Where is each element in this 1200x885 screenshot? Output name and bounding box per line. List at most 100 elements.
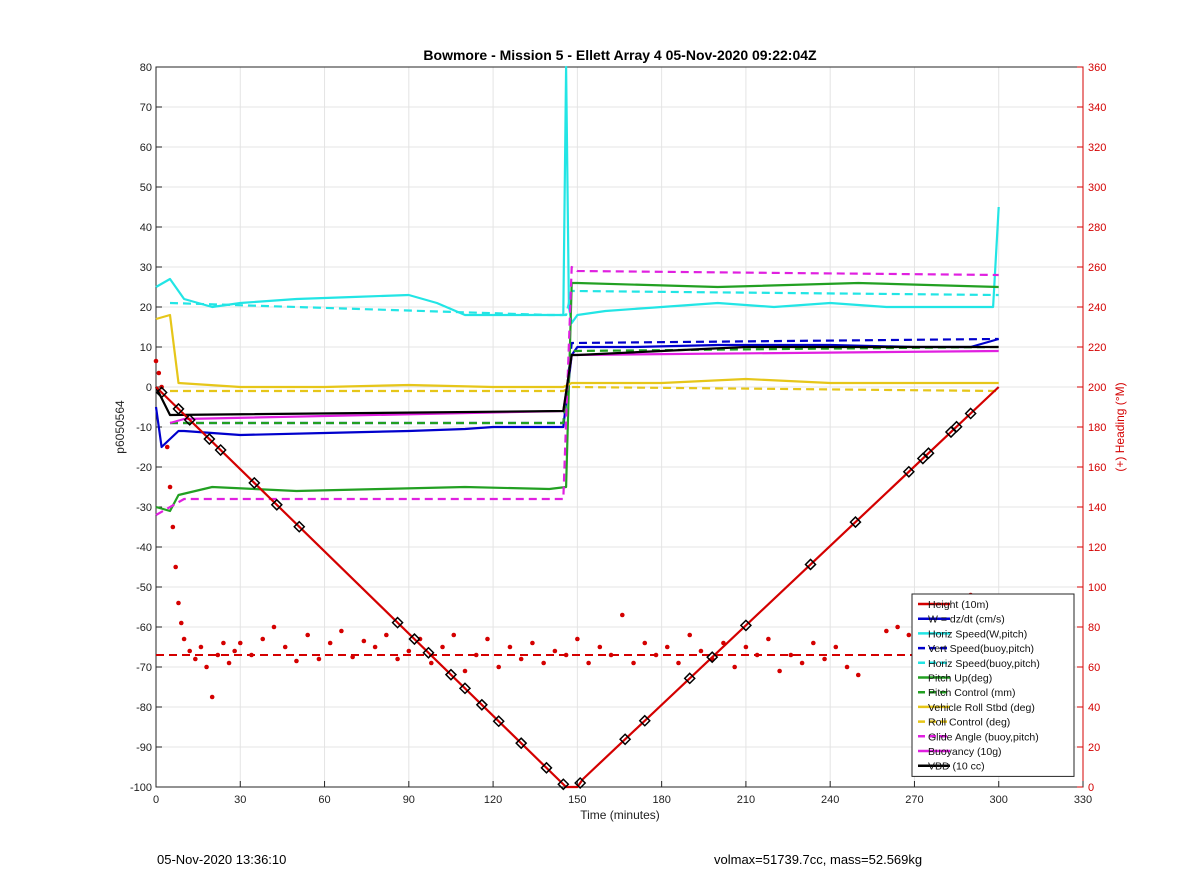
- heading-point: [575, 636, 580, 642]
- y2-tick-label: 80: [1088, 622, 1100, 634]
- y-tick-label: -10: [136, 422, 152, 434]
- heading-point: [608, 652, 614, 658]
- heading-point: [552, 648, 558, 654]
- heading-point: [811, 640, 816, 646]
- heading-point: [653, 652, 659, 658]
- y-tick-label: -40: [136, 542, 152, 554]
- heading-point: [327, 640, 333, 646]
- y-tick-label: 60: [140, 142, 152, 154]
- heading-point: [221, 640, 226, 646]
- y2-tick-label: 40: [1088, 702, 1100, 714]
- y-tick-label: -80: [136, 702, 152, 714]
- heading-point: [451, 632, 457, 638]
- series-line-5: [155, 281, 999, 513]
- heading-point: [895, 624, 900, 630]
- footer-volmax-mass: volmax=51739.7cc, mass=52.569kg: [714, 852, 923, 867]
- y-tick-label: 0: [146, 382, 152, 394]
- dive-marker: [557, 778, 570, 791]
- legend-label-7: Vehicle Roll Stbd (deg): [928, 702, 1035, 714]
- heading-point: [766, 636, 771, 642]
- heading-point: [167, 484, 173, 490]
- heading-point: [156, 370, 162, 376]
- dive-marker: [849, 516, 862, 529]
- heading-point: [232, 648, 237, 654]
- y2-tick-label: 180: [1088, 422, 1106, 434]
- heading-point: [530, 640, 535, 646]
- heading-point: [249, 652, 254, 658]
- heading-point: [743, 644, 749, 650]
- heading-point: [361, 638, 367, 644]
- heading-point: [181, 636, 187, 642]
- heading-point: [642, 640, 648, 646]
- x-tick-label: 0: [153, 794, 159, 806]
- heading-point: [687, 632, 693, 638]
- y2-tick-label: 200: [1088, 382, 1106, 394]
- dive-marker: [293, 520, 306, 533]
- legend-label-5: Pitch Up(deg): [928, 673, 992, 685]
- y2-tick-label: 220: [1088, 342, 1106, 354]
- y-tick-label: 20: [140, 302, 152, 314]
- dive-marker: [638, 714, 651, 727]
- x-tick-label: 300: [990, 794, 1008, 806]
- heading-point: [631, 660, 636, 666]
- heading-point: [833, 644, 839, 650]
- legend-label-4: Horiz Speed(buoy,pitch): [928, 658, 1040, 670]
- heading-point: [384, 632, 389, 638]
- heading-point: [153, 358, 159, 364]
- heading-point: [209, 694, 215, 700]
- y2-tick-label: 120: [1088, 542, 1106, 554]
- legend: Height (10m) W = dz/dt (cm/s) Horiz Speed(…: [911, 593, 1075, 777]
- heading-point: [372, 644, 378, 650]
- dive-marker: [183, 413, 196, 426]
- footer-timestamp: 05-Nov-2020 13:36:10: [157, 852, 287, 867]
- y2-tick-label: 160: [1088, 462, 1106, 474]
- x-tick-label: 30: [234, 794, 246, 806]
- dive-marker: [706, 651, 719, 664]
- chart-title: Bowmore - Mission 5 - Ellett Array 4 05-…: [423, 47, 817, 63]
- heading-point: [204, 664, 209, 670]
- legend-box: [911, 593, 1075, 777]
- heading-point: [237, 640, 243, 646]
- x-tick-label: 240: [821, 794, 839, 806]
- heading-point: [822, 656, 827, 662]
- heading-point: [164, 444, 170, 450]
- axes: 0 30 60 90 120 150 180 210 240 270 300 330-100-90-8…: [130, 62, 1106, 806]
- y-tick-label: 80: [140, 62, 152, 74]
- dive-marker: [922, 447, 935, 460]
- heading-point: [406, 648, 412, 654]
- heading-point: [187, 648, 193, 654]
- heading-point: [507, 644, 513, 650]
- dive-marker: [422, 646, 435, 659]
- y-tick-label: -50: [136, 582, 152, 594]
- y-tick-label: -20: [136, 462, 152, 474]
- heading-point: [173, 564, 178, 570]
- dive-marker: [203, 432, 216, 446]
- heading-point: [620, 612, 625, 618]
- y-tick-label: -90: [136, 742, 152, 754]
- y-tick-label: 50: [140, 182, 152, 194]
- heading-point: [698, 648, 704, 654]
- heading-point: [395, 656, 400, 662]
- heading-point: [664, 644, 670, 650]
- dive-marker: [964, 407, 977, 420]
- y2-tick-label: 140: [1088, 502, 1106, 514]
- series-line-2: [155, 65, 1000, 325]
- y-tick-label: 70: [140, 102, 152, 114]
- y-tick-label: -100: [130, 782, 152, 794]
- dive-marker: [214, 443, 227, 457]
- x-tick-label: 180: [652, 794, 670, 806]
- dive-markers: [155, 386, 977, 791]
- heading-point: [777, 668, 782, 674]
- y2-tick-label: 260: [1088, 262, 1106, 274]
- heading-point: [428, 660, 434, 666]
- y2-axis-label: (+) Heading (°M): [1113, 382, 1127, 471]
- series-line-4: [169, 289, 999, 317]
- legend-label-6: Pitch Control (mm): [928, 687, 1016, 699]
- y-tick-label: 30: [140, 262, 152, 274]
- heading-point: [294, 658, 299, 664]
- series-line-1: [154, 337, 1000, 449]
- dive-marker: [458, 682, 472, 695]
- heading-point: [350, 654, 355, 660]
- heading-point: [305, 632, 310, 638]
- dive-marker: [515, 737, 528, 750]
